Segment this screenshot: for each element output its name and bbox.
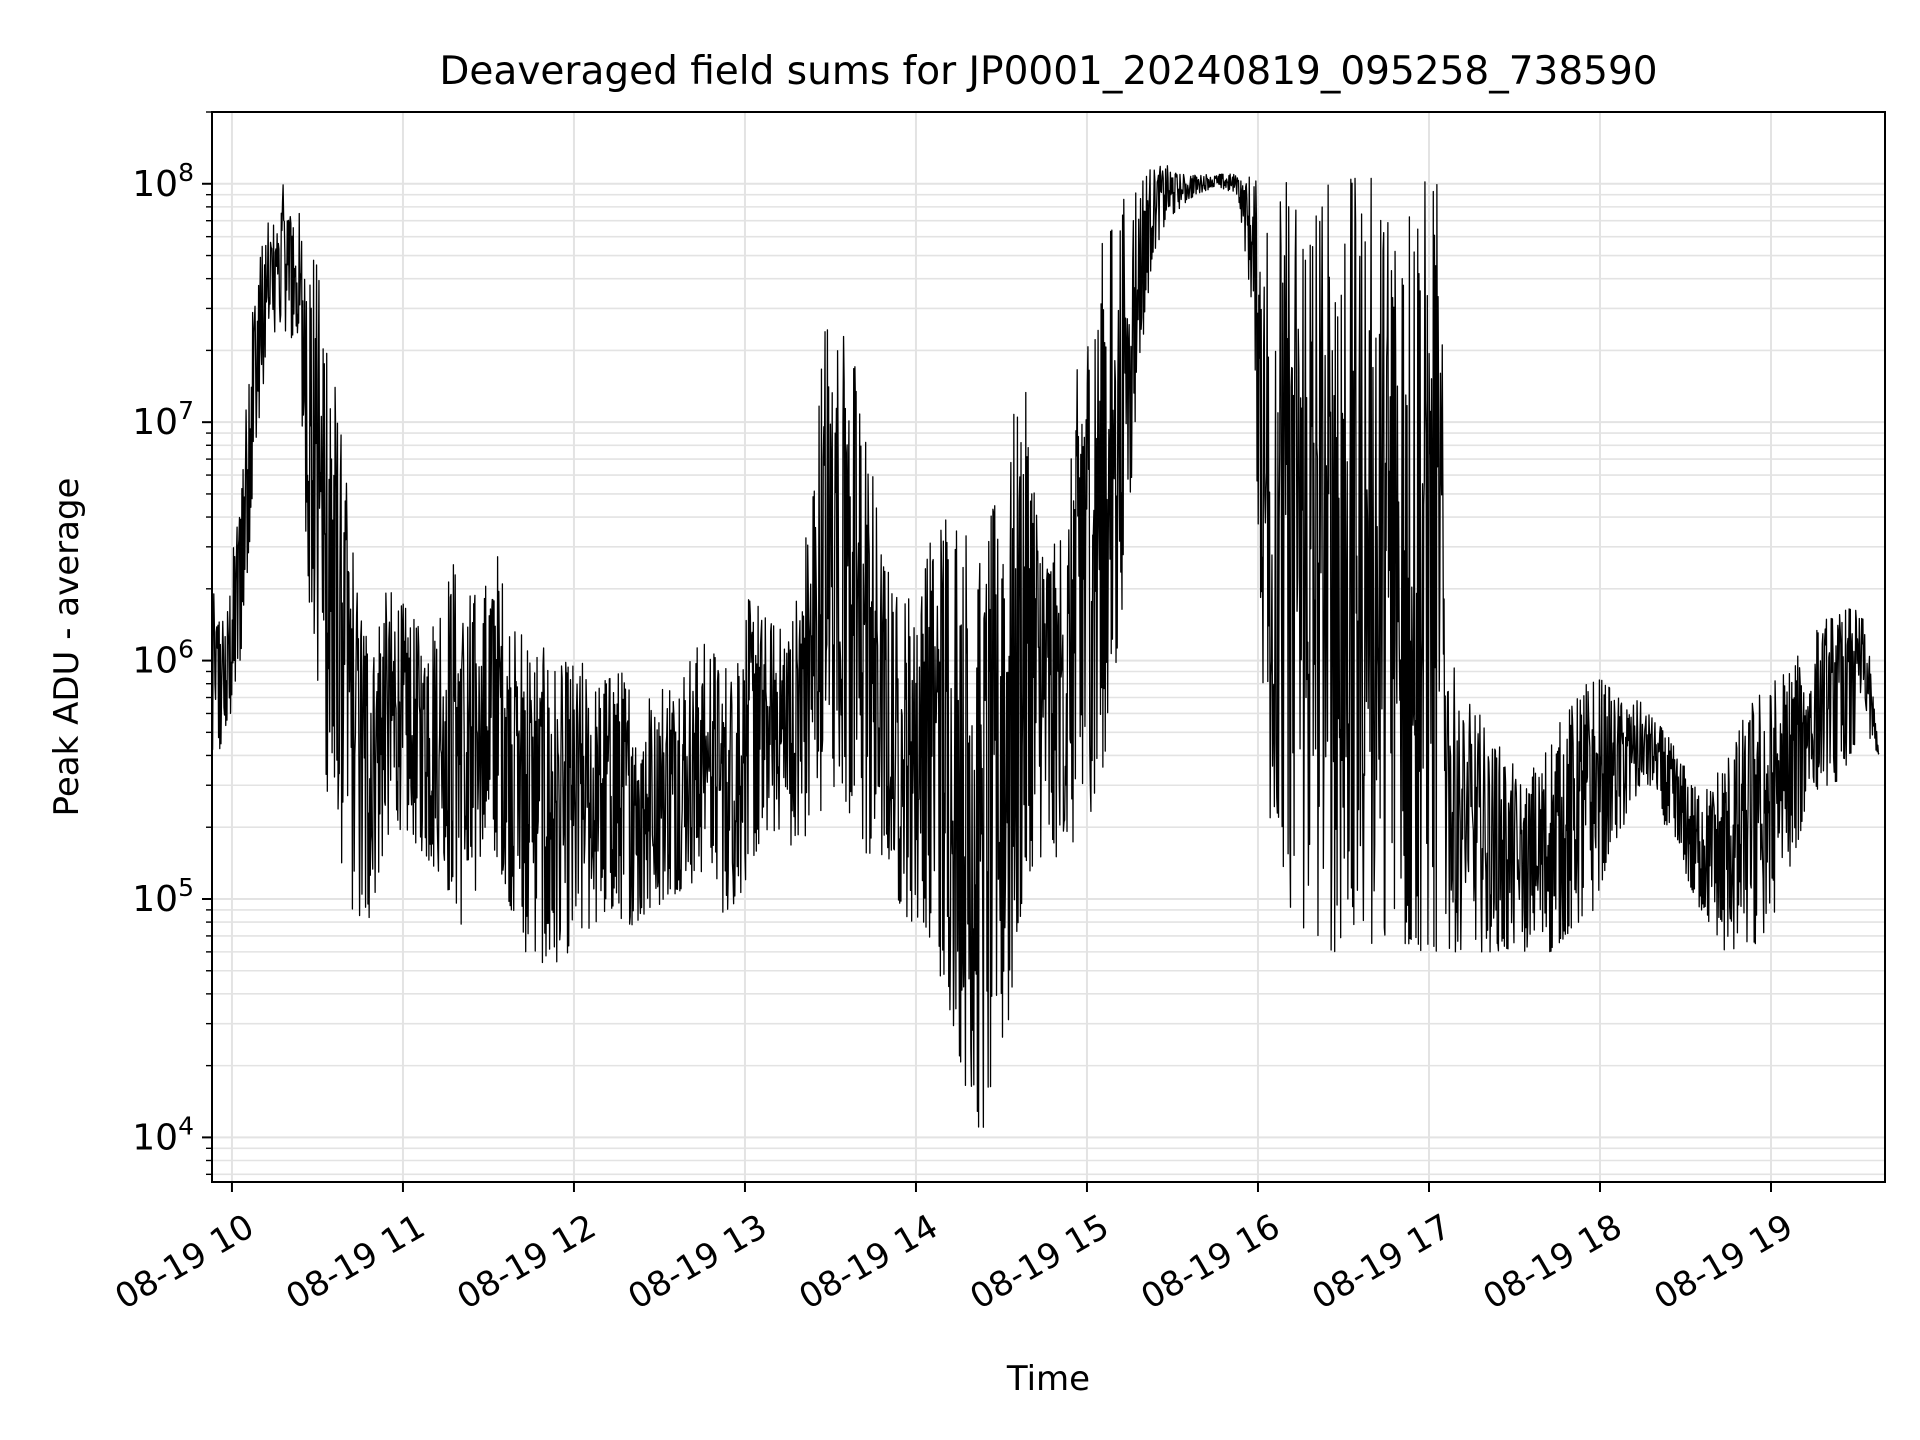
series-line <box>211 165 1880 1128</box>
x-axis-label: Time <box>1006 1359 1090 1399</box>
chart-title: Deaveraged field sums for JP0001_2024081… <box>439 49 1657 94</box>
y-axis-label: Peak ADU - average <box>47 478 87 817</box>
grid <box>212 111 1885 1182</box>
plot-frame <box>211 111 1886 1183</box>
data-series <box>211 165 1880 1128</box>
